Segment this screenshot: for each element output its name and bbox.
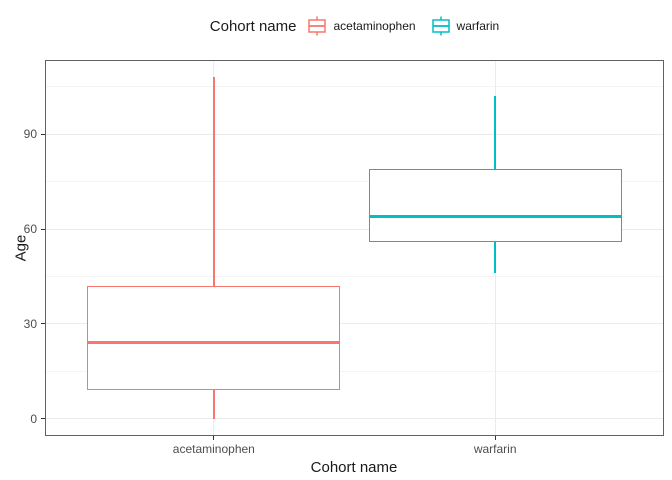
y-tick-mark	[41, 133, 45, 135]
y-gridline-major	[45, 133, 664, 135]
legend-title: Cohort name	[209, 17, 297, 35]
box-warfarin	[368, 168, 622, 242]
median-line	[368, 214, 622, 218]
y-tick-label: 60	[23, 222, 37, 236]
y-tick-mark	[41, 323, 45, 325]
y-tick-label: 0	[30, 411, 37, 426]
y-gridline-major	[45, 323, 664, 325]
y-axis-title: Age	[12, 234, 30, 262]
legend-item-label: warfarin	[456, 19, 500, 33]
box-acetaminophen	[87, 285, 341, 391]
legend: Cohort name acetaminophen warfarin	[45, 12, 664, 40]
legend-item-label: acetaminophen	[333, 19, 416, 33]
y-gridline-minor	[45, 181, 664, 183]
x-axis-title: Cohort name	[310, 459, 398, 476]
upper-whisker	[494, 96, 496, 169]
legend-item-acetaminophen: acetaminophen	[307, 16, 416, 36]
x-tick-label: warfarin	[473, 442, 517, 456]
boxplot-key-icon	[308, 16, 327, 36]
y-gridline-minor	[45, 275, 664, 277]
y-tick-mark	[41, 418, 45, 420]
plot-panel	[45, 60, 664, 436]
y-gridline-minor	[45, 86, 664, 88]
y-gridline-major	[45, 418, 664, 420]
boxplot-key-icon	[431, 16, 450, 36]
y-tick-mark	[41, 228, 45, 230]
lower-whisker	[494, 241, 496, 274]
y-tick-label: 90	[23, 127, 37, 142]
x-tick-mark	[494, 436, 496, 440]
lower-whisker	[213, 390, 215, 419]
y-gridline-major	[45, 228, 664, 230]
legend-item-warfarin: warfarin	[431, 16, 500, 36]
x-tick-label: acetaminophen	[172, 442, 255, 456]
x-tick-mark	[213, 436, 215, 440]
upper-whisker	[213, 77, 215, 286]
y-tick-label: 30	[23, 316, 37, 331]
y-gridline-minor	[45, 370, 664, 372]
median-line	[87, 341, 341, 345]
